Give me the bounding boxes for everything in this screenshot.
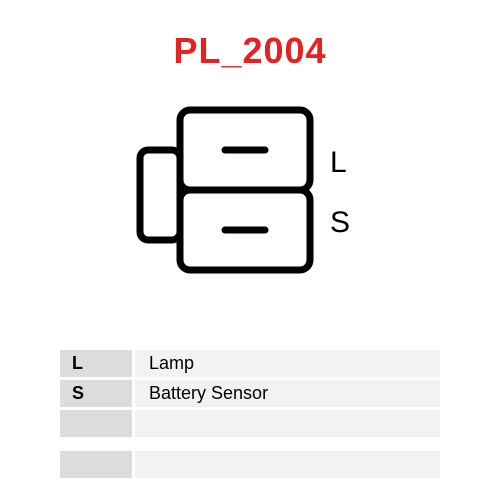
legend-desc: Battery Sensor [135,380,440,407]
table-row [60,410,440,437]
legend-table: LLampSBattery Sensor [60,350,440,481]
legend-code: L [60,350,132,377]
legend-desc [135,410,440,437]
legend-code [60,410,132,437]
legend-code [60,451,132,478]
part-number-title: PL_2004 [0,30,500,72]
connector-diagram: LS [0,90,500,340]
table-row [60,451,440,478]
connector-shapes [140,110,310,270]
legend-code: S [60,380,132,407]
pin-label: S [330,206,350,240]
legend-desc [135,451,440,478]
table-row: SBattery Sensor [60,380,440,407]
table-row: LLamp [60,350,440,377]
pin-label: L [330,146,347,180]
legend-desc: Lamp [135,350,440,377]
